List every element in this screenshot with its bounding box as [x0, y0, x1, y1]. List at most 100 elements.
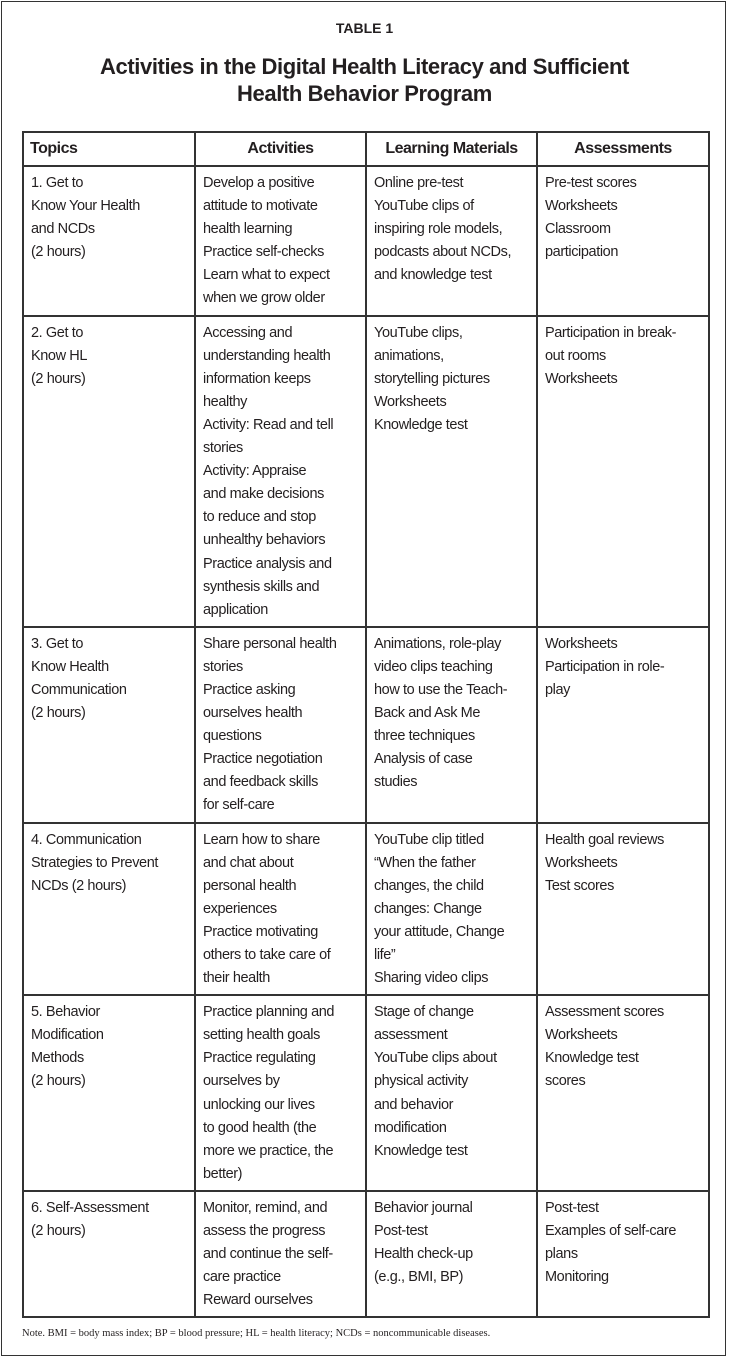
- title-line: Activities in the Digital Health Literac…: [100, 54, 629, 79]
- cell-line: care practice: [203, 1269, 281, 1286]
- cell-line: information keeps: [203, 370, 311, 387]
- cell-line: changes, the child: [374, 877, 484, 894]
- cell-line: others to take care of: [203, 947, 331, 963]
- assessments-cell: Participation in break-out rooms Workshee…: [536, 314, 710, 628]
- cell-line: Classroom: [545, 221, 611, 238]
- cell-line: Practice analysis and: [203, 555, 332, 572]
- learning-materials-cell: Behavior journal Post-test Health check-up…: [365, 1189, 538, 1319]
- cell-line: YouTube clips about: [374, 1050, 497, 1067]
- activities-cell: Practice planning and setting health goal…: [194, 994, 367, 1192]
- activities-cell: Develop a positive attitude to motivate he…: [194, 165, 367, 317]
- table-title: Activities in the Digital Health Literac…: [0, 53, 729, 107]
- cell-line: stories: [203, 440, 243, 457]
- cell-line: assess the progress: [203, 1223, 326, 1240]
- cell-line: and feedback skills: [203, 774, 318, 791]
- cell-line: synthesis skills and: [203, 578, 320, 595]
- cell-line: YouTube clip titled: [374, 831, 484, 848]
- assessments-cell: Pre-test scores Worksheets Classroom partic…: [536, 165, 710, 317]
- cell-line: Worksheets: [545, 198, 618, 215]
- cell-line: attitude to motivate: [203, 198, 318, 215]
- cell-line: (2 hours): [31, 705, 86, 722]
- cell-line: Monitor, remind, and: [203, 1199, 328, 1216]
- title-line: Health Behavior Program: [237, 81, 492, 106]
- cell-line: their health: [203, 970, 270, 987]
- table-row: 5. Behavior Modification Methods (2 hours) P…: [22, 994, 710, 1192]
- cell-line: scores: [545, 1073, 586, 1090]
- assessments-cell: Post-test Examples of self-care plans Monit…: [536, 1189, 710, 1319]
- cell-line: 1. Get to: [31, 175, 84, 191]
- topic-cell: 3. Get to Know Health Communication (2 hour…: [22, 625, 196, 824]
- header-assessments: Assessments: [536, 131, 710, 167]
- cell-line: 3. Get to: [31, 635, 84, 652]
- cell-line: understanding health: [203, 347, 331, 364]
- cell-line: Practice self-checks: [203, 244, 324, 261]
- cell-line: Strategies to Prevent: [31, 854, 159, 871]
- table-row: 4. Communication Strategies to Prevent NCD…: [22, 821, 710, 997]
- cell-line: better): [203, 1165, 243, 1182]
- cell-line: Online pre-test: [374, 175, 464, 191]
- cell-line: Worksheets: [545, 854, 618, 871]
- header-row: Topics Activities Learning Materials Ass…: [22, 131, 710, 167]
- cell-line: physical activity: [374, 1073, 468, 1090]
- cell-line: to good health (the: [203, 1119, 317, 1136]
- cell-line: video clips teaching: [374, 658, 493, 675]
- cell-line: Examples of self-care: [545, 1223, 677, 1240]
- learning-materials-cell: YouTube clip titled “When the father chang…: [365, 821, 538, 997]
- cell-line: Participation in break-: [545, 324, 677, 341]
- cell-line: Assessment scores: [545, 1004, 664, 1021]
- cell-line: Analysis of case: [374, 751, 473, 768]
- cell-line: Behavior journal: [374, 1199, 473, 1216]
- learning-materials-cell: Animations, role-play video clips teachin…: [365, 625, 538, 824]
- cell-line: Worksheets: [545, 635, 618, 652]
- cell-line: Practice motivating: [203, 923, 318, 940]
- cell-line: unlocking our lives: [203, 1096, 315, 1113]
- cell-line: 4. Communication: [31, 831, 142, 848]
- cell-line: 5. Behavior: [31, 1004, 100, 1021]
- cell-line: Activity: Read and tell: [203, 416, 334, 433]
- cell-line: Participation in role-: [545, 658, 665, 675]
- cell-line: Methods: [31, 1050, 84, 1067]
- assessments-cell: Assessment scores Worksheets Knowledge tes…: [536, 994, 710, 1192]
- cell-line: Animations, role-play: [374, 635, 501, 652]
- cell-line: plans: [545, 1246, 578, 1263]
- cell-line: (2 hours): [31, 244, 86, 261]
- cell-line: NCDs (2 hours): [31, 877, 127, 894]
- cell-line: and chat about: [203, 854, 294, 871]
- cell-line: and make decisions: [203, 486, 324, 503]
- cell-line: Modification: [31, 1027, 104, 1044]
- cell-line: more we practice, the: [203, 1142, 334, 1159]
- cell-line: Learn how to share: [203, 831, 320, 848]
- cell-line: Practice regulating: [203, 1050, 316, 1067]
- cell-line: Post-test: [374, 1223, 428, 1240]
- cell-line: Health goal reviews: [545, 831, 664, 848]
- cell-line: 6. Self-Assessment: [31, 1199, 149, 1216]
- cell-line: and knowledge test: [374, 267, 492, 284]
- cell-line: experiences: [203, 900, 277, 917]
- table-row: 2. Get to Know HL (2 hours) Accessing and un…: [22, 314, 710, 628]
- cell-line: Pre-test scores: [545, 175, 637, 191]
- header-learning-materials: Learning Materials: [365, 131, 538, 167]
- assessments-cell: Health goal reviews Worksheets Test scores: [536, 821, 710, 997]
- cell-line: Monitoring: [545, 1269, 609, 1286]
- cell-line: out rooms: [545, 347, 606, 364]
- cell-line: ourselves by: [203, 1073, 280, 1090]
- cell-line: Know Health: [31, 658, 109, 675]
- activities-cell: Learn how to share and chat about personal…: [194, 821, 367, 997]
- cell-line: application: [203, 601, 268, 618]
- topic-cell: 1. Get to Know Your Health and NCDs (2 hour…: [22, 165, 196, 317]
- assessments-cell: Worksheets Participation in role-play: [536, 625, 710, 824]
- learning-materials-cell: Stage of change assessment YouTube clips a…: [365, 994, 538, 1192]
- table-label: TABLE 1: [335, 20, 394, 36]
- cell-line: Worksheets: [545, 370, 618, 387]
- cell-line: for self-care: [203, 797, 275, 814]
- cell-line: (2 hours): [31, 1223, 86, 1240]
- cell-line: Worksheets: [374, 393, 447, 410]
- cell-line: and behavior: [374, 1096, 454, 1113]
- cell-line: YouTube clips,: [374, 324, 463, 341]
- activities-cell: Monitor, remind, and assess the progress a…: [194, 1189, 367, 1319]
- cell-line: to reduce and stop: [203, 509, 316, 526]
- table-row: 6. Self-Assessment (2 hours) Monitor, remi…: [22, 1189, 710, 1319]
- cell-line: questions: [203, 728, 262, 745]
- header-activities: Activities: [194, 131, 367, 167]
- cell-line: how to use the Teach-: [374, 681, 508, 698]
